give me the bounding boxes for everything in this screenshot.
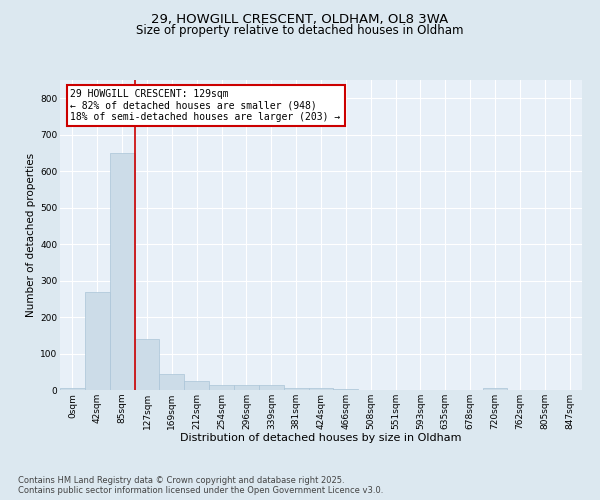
Bar <box>160 374 184 390</box>
Bar <box>209 384 234 390</box>
Bar <box>259 386 284 390</box>
Text: Size of property relative to detached houses in Oldham: Size of property relative to detached ho… <box>136 24 464 37</box>
Bar <box>110 153 134 390</box>
Text: 29 HOWGILL CRESCENT: 129sqm
← 82% of detached houses are smaller (948)
18% of se: 29 HOWGILL CRESCENT: 129sqm ← 82% of det… <box>70 90 341 122</box>
Text: Contains HM Land Registry data © Crown copyright and database right 2025.
Contai: Contains HM Land Registry data © Crown c… <box>18 476 383 495</box>
Text: 29, HOWGILL CRESCENT, OLDHAM, OL8 3WA: 29, HOWGILL CRESCENT, OLDHAM, OL8 3WA <box>151 12 449 26</box>
Bar <box>284 388 308 390</box>
Bar <box>234 386 259 390</box>
Bar <box>482 388 508 390</box>
X-axis label: Distribution of detached houses by size in Oldham: Distribution of detached houses by size … <box>180 434 462 444</box>
Bar <box>134 339 160 390</box>
Bar <box>85 292 110 390</box>
Bar <box>184 381 209 390</box>
Y-axis label: Number of detached properties: Number of detached properties <box>26 153 36 317</box>
Bar <box>308 388 334 390</box>
Bar <box>60 388 85 390</box>
